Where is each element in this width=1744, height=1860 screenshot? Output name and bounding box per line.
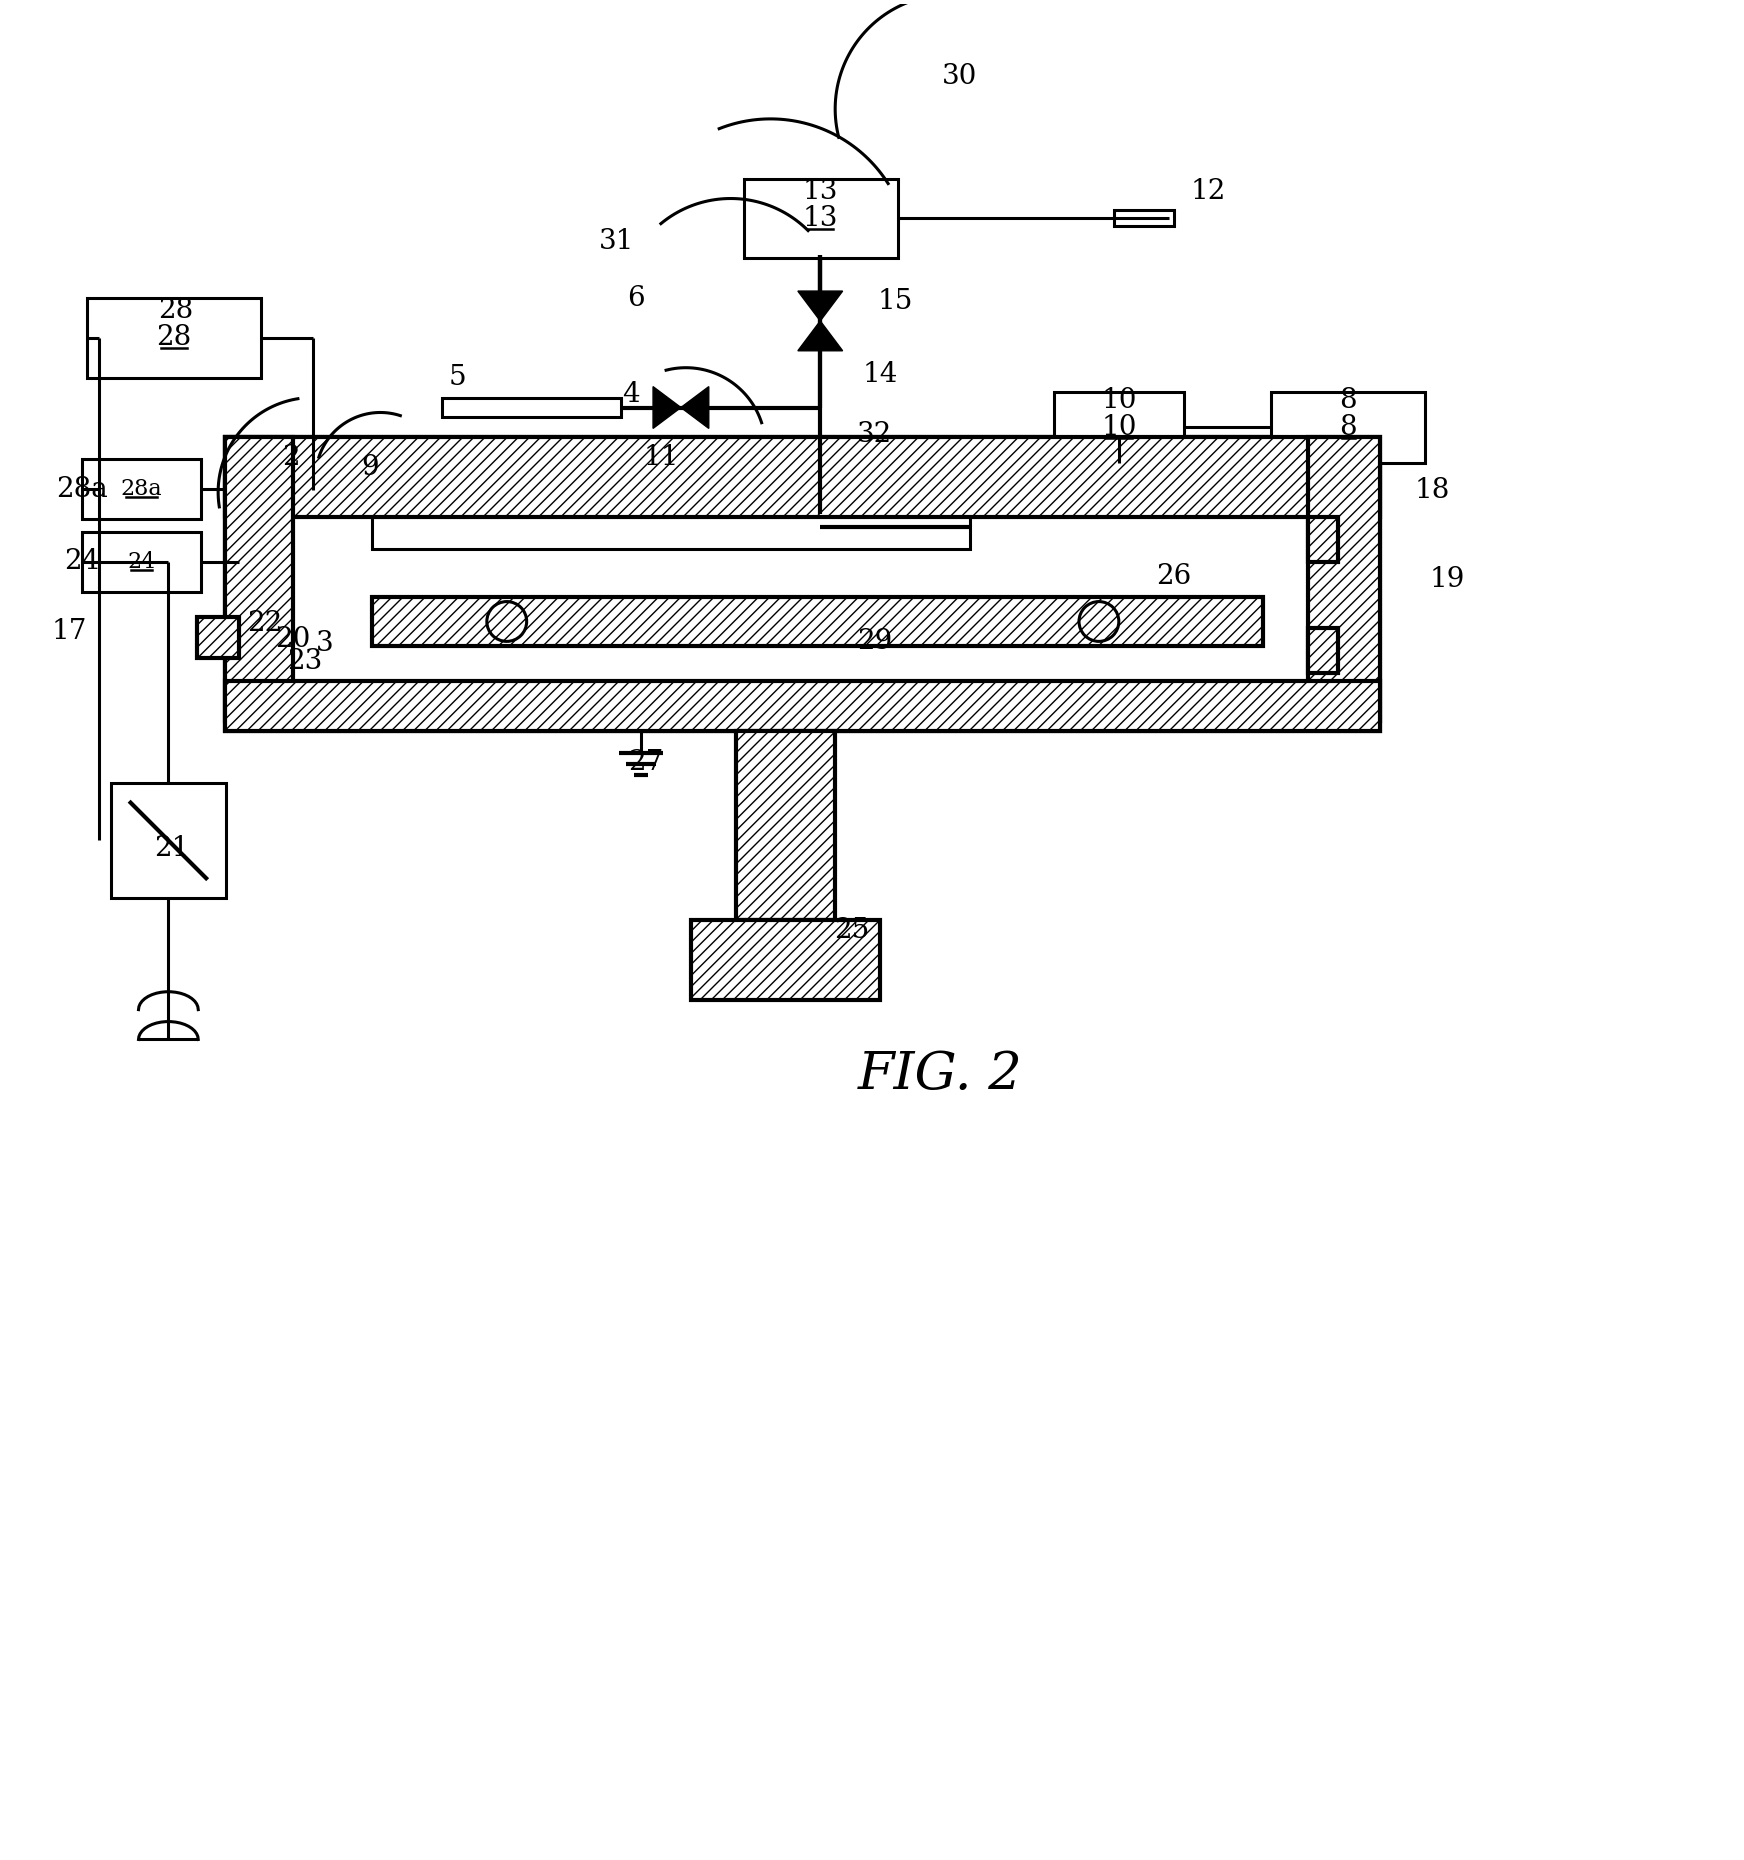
Text: 20: 20 <box>276 627 310 653</box>
Text: 30: 30 <box>942 63 977 89</box>
Text: 22: 22 <box>248 610 283 636</box>
Bar <box>82 459 201 519</box>
Polygon shape <box>652 387 680 428</box>
Text: 32: 32 <box>858 420 893 448</box>
Bar <box>1053 392 1184 463</box>
Text: 28a: 28a <box>56 476 108 502</box>
Bar <box>87 298 262 378</box>
Bar <box>373 513 970 549</box>
Text: FIG. 2: FIG. 2 <box>858 1049 1022 1099</box>
Text: 31: 31 <box>598 227 633 255</box>
Text: 8: 8 <box>1339 415 1357 441</box>
Text: 29: 29 <box>858 629 893 655</box>
Polygon shape <box>797 290 842 322</box>
Text: 11: 11 <box>644 445 678 471</box>
Text: 5: 5 <box>448 365 466 391</box>
Text: 28: 28 <box>157 298 194 324</box>
Bar <box>441 398 621 417</box>
Text: 10: 10 <box>1100 387 1137 415</box>
Text: 13: 13 <box>802 205 839 232</box>
Bar <box>743 179 898 259</box>
Bar <box>1114 210 1174 227</box>
Text: 24: 24 <box>65 549 99 575</box>
Text: 21: 21 <box>153 835 188 861</box>
Bar <box>1308 517 1338 562</box>
Text: 23: 23 <box>288 647 323 675</box>
Bar <box>1308 437 1380 722</box>
Bar <box>373 597 1263 647</box>
Bar <box>225 437 1380 517</box>
Text: 25: 25 <box>834 917 870 943</box>
Text: 28a: 28a <box>120 478 162 500</box>
Polygon shape <box>680 387 708 428</box>
Text: 4: 4 <box>623 381 640 407</box>
Bar <box>736 731 835 921</box>
Text: 10: 10 <box>1100 415 1137 441</box>
Text: 17: 17 <box>51 618 87 645</box>
Bar <box>1308 629 1338 673</box>
Text: 3: 3 <box>316 631 333 657</box>
Text: 6: 6 <box>628 285 645 311</box>
Text: 24: 24 <box>127 551 155 573</box>
Text: 15: 15 <box>877 288 912 314</box>
Text: 28: 28 <box>157 324 192 352</box>
Text: 9: 9 <box>361 454 378 480</box>
Bar <box>225 681 1380 731</box>
Text: 18: 18 <box>1414 476 1449 504</box>
Text: 13: 13 <box>802 179 837 205</box>
Text: 19: 19 <box>1430 565 1465 593</box>
Bar <box>225 437 293 722</box>
Bar <box>1271 392 1425 463</box>
Bar <box>691 921 881 999</box>
Polygon shape <box>797 322 842 352</box>
Text: 14: 14 <box>862 361 898 389</box>
Bar <box>225 437 1380 731</box>
Bar <box>197 616 239 658</box>
Bar <box>110 783 227 898</box>
Text: 2: 2 <box>283 445 300 471</box>
Text: 8: 8 <box>1339 387 1357 415</box>
Bar <box>82 532 201 591</box>
Text: 12: 12 <box>1191 179 1226 205</box>
Text: 26: 26 <box>1156 564 1191 590</box>
Text: 27: 27 <box>628 750 664 776</box>
